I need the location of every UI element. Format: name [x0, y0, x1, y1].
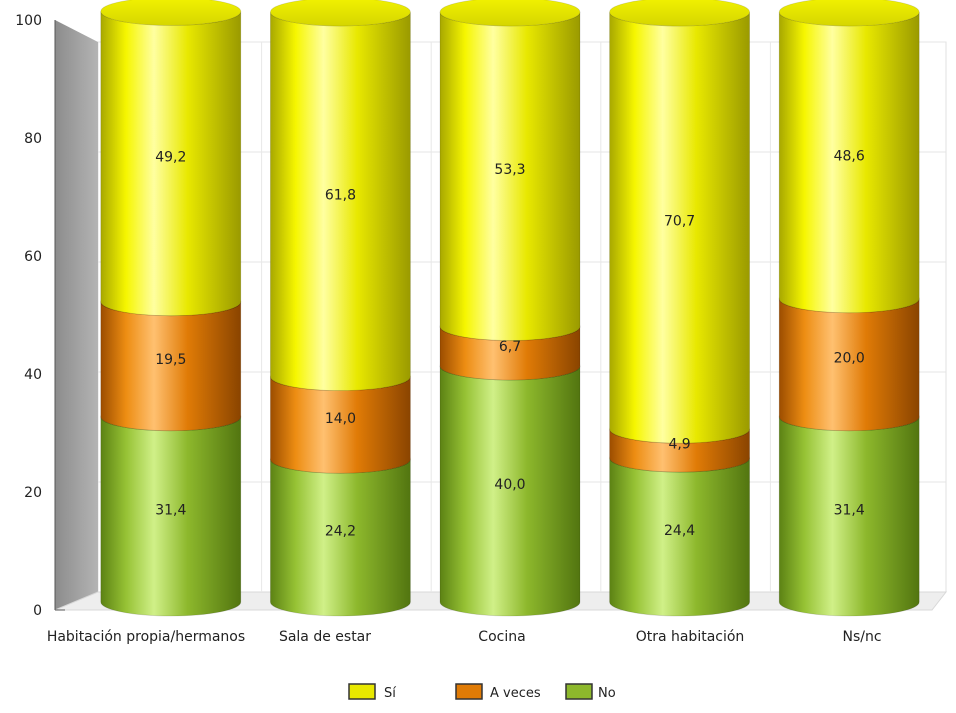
legend-item: No: [565, 683, 616, 701]
x-tick-label: Otra habitación: [636, 629, 745, 645]
y-tick-label: 60: [24, 249, 42, 265]
x-axis-labels: Habitación propia/hermanos Sala de estar C…: [47, 629, 882, 645]
legend-swatch: [348, 683, 376, 700]
y-tick-label: 0: [33, 603, 42, 619]
data-label: 49,2: [155, 150, 186, 166]
data-label: 24,2: [325, 524, 356, 540]
bar-stack: [609, 0, 750, 617]
data-label: 53,3: [494, 162, 525, 178]
bar-stack: [439, 0, 581, 617]
bar-stack: [269, 0, 411, 617]
x-tick-label: Ns/nc: [842, 629, 881, 645]
x-tick-label: Habitación propia/hermanos: [47, 629, 245, 645]
data-label: 20,0: [834, 351, 865, 367]
data-label: 40,0: [494, 477, 525, 493]
data-label: 61,8: [325, 187, 356, 203]
legend-item: A veces: [455, 683, 541, 701]
bar-segment-cap: [439, 0, 581, 27]
x-tick-label: Sala de estar: [279, 629, 371, 645]
legend-swatch: [565, 683, 593, 700]
side-wall: [55, 20, 98, 610]
bar-segment-cap: [100, 0, 242, 26]
y-tick-label: 80: [24, 131, 42, 147]
data-label: 4,9: [668, 437, 690, 453]
data-label: 14,0: [325, 411, 356, 427]
y-tick-label: 100: [15, 13, 42, 29]
x-tick-label: Cocina: [478, 629, 525, 645]
y-axis: 0 20 40 60 80 100: [15, 13, 65, 619]
data-label: 70,7: [664, 214, 695, 230]
bar-stack: [778, 0, 920, 617]
legend-label: A veces: [490, 686, 541, 701]
bar-stack: [100, 0, 242, 617]
bars: [100, 0, 920, 617]
data-label: 24,4: [664, 523, 695, 539]
bar-segment-cap: [609, 0, 750, 27]
y-tick-label: 20: [24, 485, 42, 501]
legend-item: Sí: [348, 683, 396, 701]
data-label: 19,5: [155, 352, 186, 368]
y-tick-label: 40: [24, 367, 42, 383]
bar-segment-cap: [778, 0, 920, 27]
data-label: 31,4: [155, 502, 186, 518]
legend-swatch: [455, 683, 483, 700]
data-label: 48,6: [834, 148, 865, 164]
bar-segment-cap: [270, 0, 411, 27]
legend-label: Sí: [384, 686, 396, 701]
data-label: 6,7: [499, 339, 521, 355]
data-label: 31,4: [834, 502, 865, 518]
data-labels: 31,4 19,5 49,2 24,2 14,0 61,8 40,0 6,7 53,3 24,4 4…: [155, 148, 865, 539]
legend: Sí A veces No: [348, 683, 616, 701]
legend-label: No: [598, 686, 616, 701]
